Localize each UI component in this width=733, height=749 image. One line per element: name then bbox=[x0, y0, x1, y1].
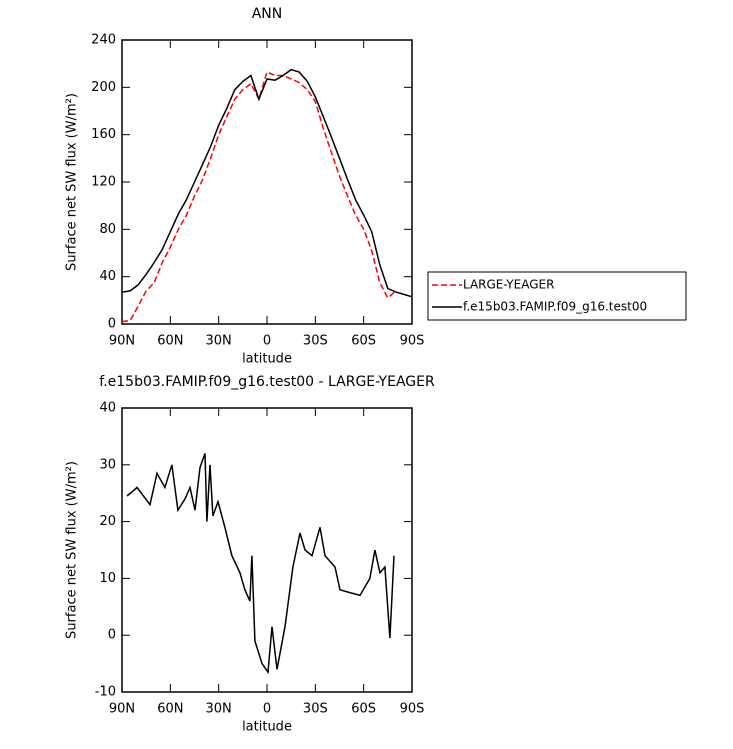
y-tick-label: 120 bbox=[91, 175, 116, 190]
legend-label: LARGE-YEAGER bbox=[463, 278, 554, 292]
x-tick-label: 60S bbox=[351, 702, 376, 717]
y-axis-label: Surface net SW flux (W/m²) bbox=[65, 93, 80, 271]
x-tick-label: 30S bbox=[303, 334, 328, 349]
y-tick-label: 10 bbox=[99, 571, 116, 586]
x-tick-label: 60N bbox=[157, 334, 183, 349]
y-tick-label: 30 bbox=[99, 457, 116, 472]
y-tick-label: -10 bbox=[95, 685, 116, 700]
y-tick-label: 40 bbox=[99, 269, 116, 284]
x-tick-label: 30S bbox=[303, 702, 328, 717]
x-axis-label: latitude bbox=[242, 720, 292, 735]
data-line bbox=[121, 68, 413, 298]
legend-box bbox=[427, 271, 687, 321]
chart-title: ANN bbox=[252, 6, 283, 22]
x-tick-label: 30N bbox=[206, 702, 232, 717]
x-tick-label: 0 bbox=[263, 702, 271, 717]
y-axis-label: Surface net SW flux (W/m²) bbox=[65, 461, 80, 639]
x-tick-label: 60N bbox=[157, 702, 183, 717]
plot-frame bbox=[121, 407, 413, 693]
x-tick-label: 90S bbox=[400, 702, 425, 717]
x-tick-label: 90N bbox=[109, 334, 135, 349]
y-tick-label: 240 bbox=[91, 33, 116, 48]
y-tick-label: 200 bbox=[91, 80, 116, 95]
chart-title: f.e15b03.FAMIP.f09_g16.test00 - LARGE-YE… bbox=[99, 374, 435, 390]
x-axis-label: latitude bbox=[242, 352, 292, 367]
y-tick-label: 0 bbox=[108, 628, 116, 643]
y-tick-label: 40 bbox=[99, 401, 116, 416]
x-tick-label: 90N bbox=[109, 702, 135, 717]
x-tick-label: 0 bbox=[263, 334, 271, 349]
x-tick-label: 30N bbox=[206, 334, 232, 349]
y-tick-label: 80 bbox=[99, 222, 116, 237]
y-tick-label: 0 bbox=[108, 317, 116, 332]
x-tick-label: 60S bbox=[351, 334, 376, 349]
y-tick-label: 20 bbox=[99, 514, 116, 529]
plot-frame bbox=[121, 39, 413, 325]
data-line bbox=[126, 453, 395, 675]
x-tick-label: 90S bbox=[400, 334, 425, 349]
legend-label: f.e15b03.FAMIP.f09_g16.test00 bbox=[463, 300, 647, 314]
y-tick-label: 160 bbox=[91, 127, 116, 142]
